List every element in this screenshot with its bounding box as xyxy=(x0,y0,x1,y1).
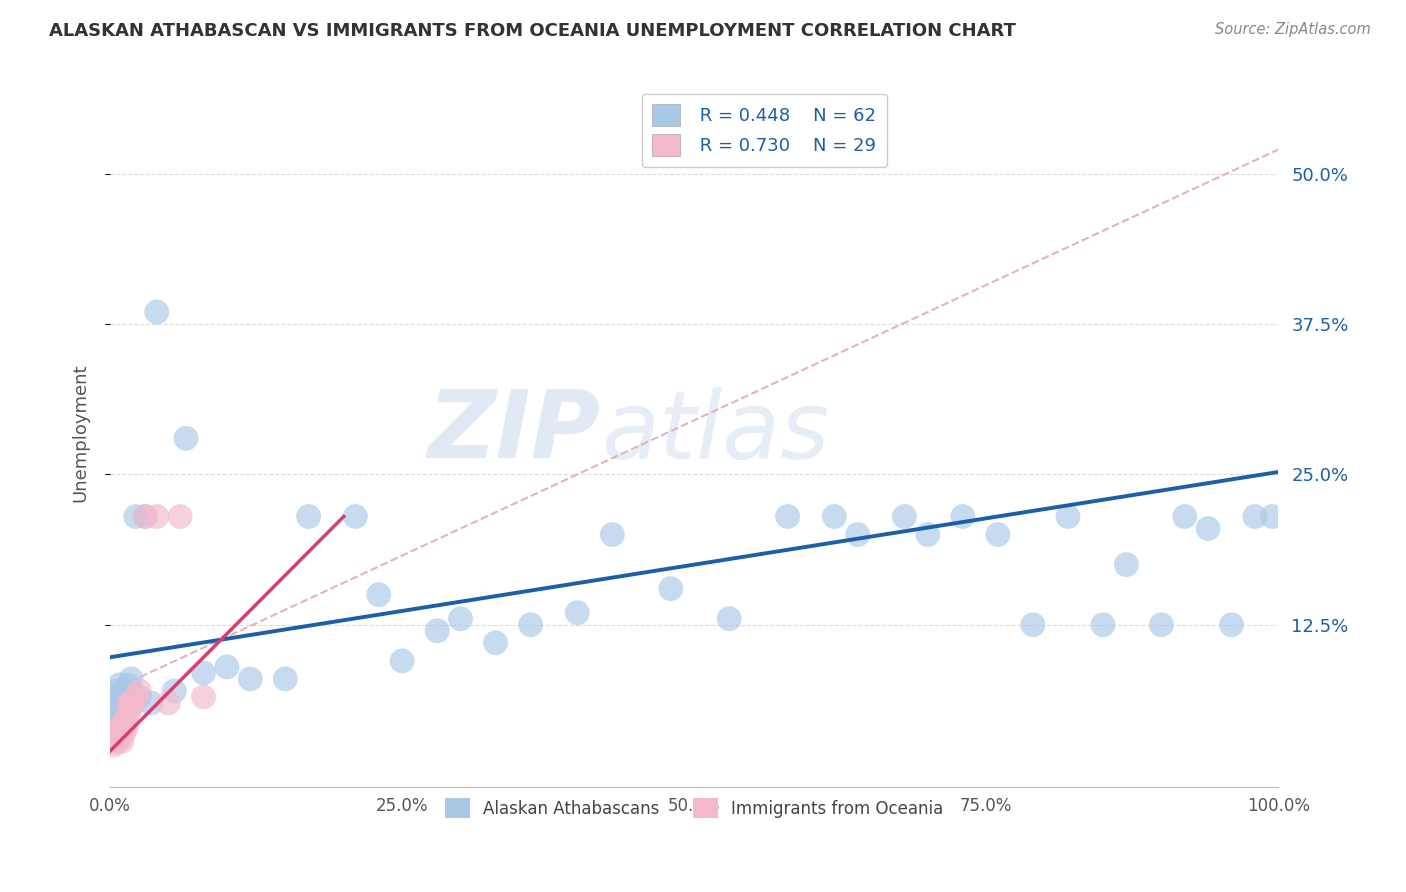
Point xyxy=(105,696,128,710)
Point xyxy=(108,732,131,747)
Point xyxy=(111,720,134,734)
Point xyxy=(1057,509,1080,524)
Point xyxy=(114,714,136,728)
Point xyxy=(111,734,134,748)
Point xyxy=(426,624,449,638)
Point xyxy=(118,696,141,710)
Point xyxy=(1150,617,1173,632)
Point xyxy=(952,509,974,524)
Point xyxy=(101,732,124,747)
Point xyxy=(215,660,238,674)
Point xyxy=(117,708,139,723)
Point xyxy=(1244,509,1267,524)
Point xyxy=(107,690,129,704)
Point xyxy=(274,672,297,686)
Point xyxy=(110,726,132,740)
Point xyxy=(917,527,939,541)
Point xyxy=(450,612,472,626)
Point xyxy=(118,696,141,710)
Point xyxy=(298,509,321,524)
Point xyxy=(602,527,624,541)
Point xyxy=(117,690,139,704)
Point xyxy=(718,612,741,626)
Point xyxy=(112,726,135,740)
Point xyxy=(108,708,131,723)
Point xyxy=(104,726,127,740)
Point xyxy=(122,696,145,710)
Point xyxy=(139,696,162,710)
Point xyxy=(105,684,128,698)
Point xyxy=(391,654,413,668)
Point xyxy=(567,606,589,620)
Point xyxy=(107,702,129,716)
Point xyxy=(120,696,142,710)
Point xyxy=(893,509,915,524)
Point xyxy=(163,684,186,698)
Point xyxy=(157,696,180,710)
Point xyxy=(1197,522,1219,536)
Point xyxy=(107,726,129,740)
Point xyxy=(128,690,150,704)
Legend: Alaskan Athabascans, Immigrants from Oceania: Alaskan Athabascans, Immigrants from Oce… xyxy=(439,791,950,825)
Point xyxy=(125,509,148,524)
Point xyxy=(104,730,127,744)
Point xyxy=(114,702,136,716)
Point xyxy=(367,588,389,602)
Point xyxy=(1092,617,1115,632)
Point xyxy=(128,684,150,698)
Point xyxy=(122,696,145,710)
Point xyxy=(146,509,169,524)
Point xyxy=(1022,617,1045,632)
Point xyxy=(120,672,142,686)
Point xyxy=(111,720,134,734)
Point xyxy=(110,696,132,710)
Point xyxy=(112,690,135,704)
Point xyxy=(115,720,138,734)
Point xyxy=(108,678,131,692)
Point xyxy=(846,527,869,541)
Point xyxy=(169,509,191,524)
Point xyxy=(659,582,682,596)
Point xyxy=(111,684,134,698)
Point xyxy=(146,305,169,319)
Point xyxy=(104,734,127,748)
Point xyxy=(519,617,541,632)
Point xyxy=(344,509,367,524)
Text: Source: ZipAtlas.com: Source: ZipAtlas.com xyxy=(1215,22,1371,37)
Point xyxy=(134,509,156,524)
Point xyxy=(1220,617,1243,632)
Point xyxy=(193,690,215,704)
Point xyxy=(823,509,845,524)
Point xyxy=(115,684,138,698)
Text: atlas: atlas xyxy=(600,387,830,478)
Point xyxy=(103,714,125,728)
Y-axis label: Unemployment: Unemployment xyxy=(72,363,89,501)
Point xyxy=(1261,509,1284,524)
Point xyxy=(104,726,127,740)
Point xyxy=(174,431,197,445)
Point xyxy=(484,636,506,650)
Point xyxy=(103,738,125,752)
Point xyxy=(987,527,1010,541)
Point xyxy=(1174,509,1197,524)
Point xyxy=(134,509,156,524)
Point xyxy=(105,723,128,737)
Point xyxy=(776,509,799,524)
Point xyxy=(125,690,148,704)
Point xyxy=(239,672,262,686)
Text: ZIP: ZIP xyxy=(427,386,600,478)
Point xyxy=(118,702,141,716)
Point xyxy=(193,665,215,680)
Point xyxy=(118,678,141,692)
Text: ALASKAN ATHABASCAN VS IMMIGRANTS FROM OCEANIA UNEMPLOYMENT CORRELATION CHART: ALASKAN ATHABASCAN VS IMMIGRANTS FROM OC… xyxy=(49,22,1017,40)
Point xyxy=(104,690,127,704)
Point xyxy=(1115,558,1137,572)
Point xyxy=(104,732,127,747)
Point xyxy=(105,732,128,747)
Point xyxy=(111,696,134,710)
Point xyxy=(104,702,127,716)
Point xyxy=(108,720,131,734)
